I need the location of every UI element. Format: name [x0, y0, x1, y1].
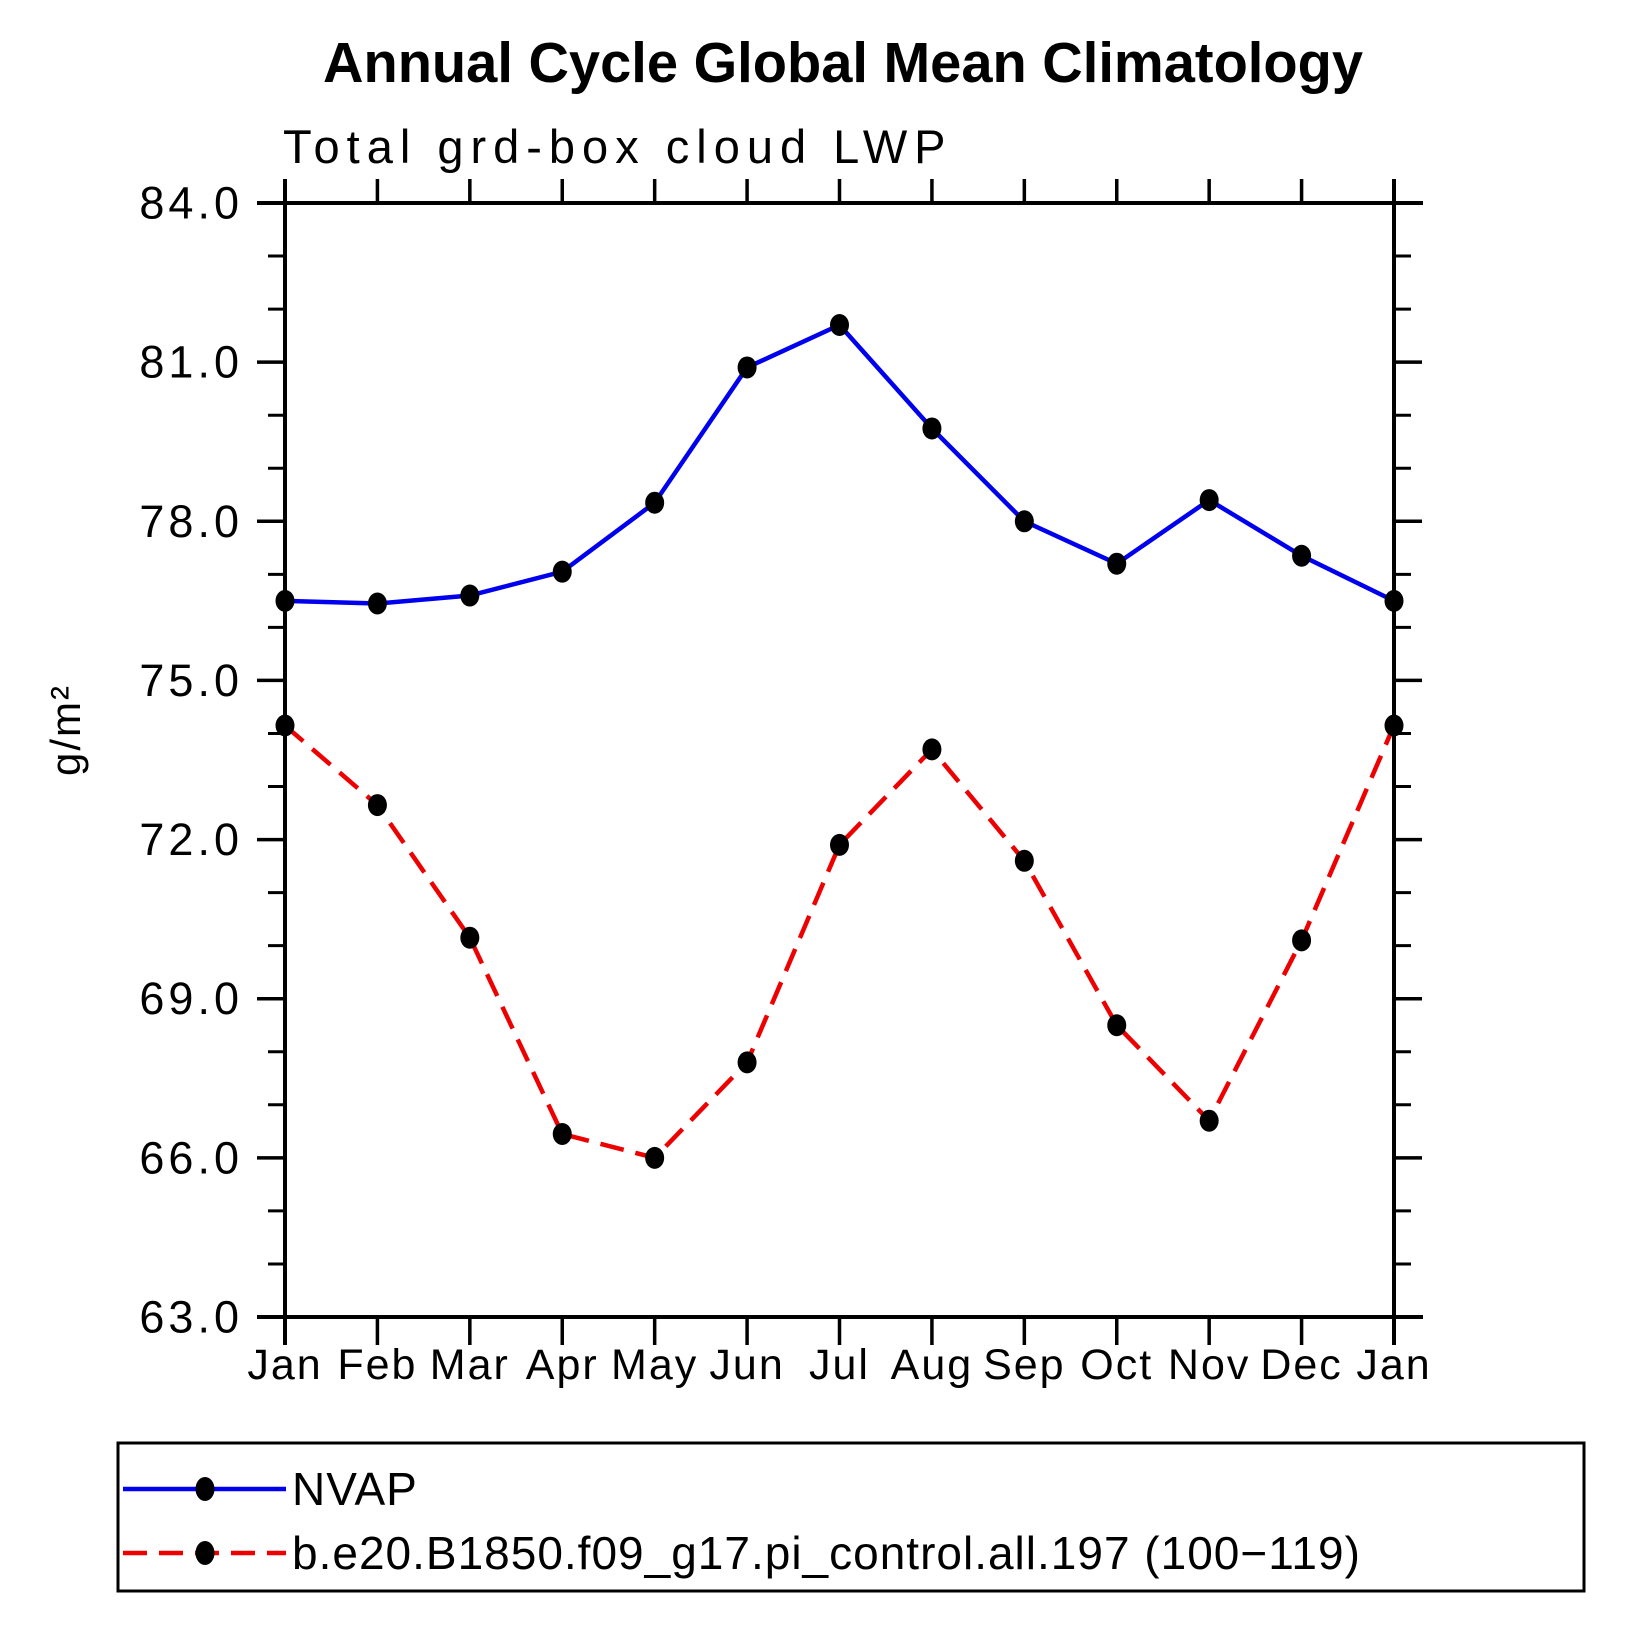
x-tick-label: Oct	[1080, 1341, 1153, 1389]
data-point-marker-nvap	[1014, 510, 1034, 533]
y-tick-label: 63.0	[139, 1292, 243, 1343]
x-tick-label: Feb	[337, 1341, 417, 1389]
legend-item-nvap: NVAP	[123, 1463, 418, 1515]
data-point-marker-nvap	[1384, 589, 1404, 612]
data-point-marker-nvap	[737, 356, 757, 379]
x-tick-label: Jan	[1356, 1341, 1431, 1389]
data-point-marker-model	[1384, 714, 1404, 737]
data-point-marker-model	[1199, 1109, 1219, 1132]
legend-box: NVAP b.e20.B1850.f09_g17.pi_control.all.…	[116, 1441, 1586, 1593]
data-point-marker-model	[460, 926, 480, 949]
y-tick-label: 78.0	[139, 496, 243, 547]
x-tick-label: Jul	[809, 1341, 870, 1389]
chart-subtitle: Total grd-box cloud LWP	[283, 120, 953, 173]
series-layer	[275, 314, 1404, 1169]
data-point-marker-model	[1292, 929, 1312, 952]
y-tick-label: 84.0	[139, 178, 243, 229]
data-point-marker-nvap	[275, 589, 295, 612]
data-point-marker-model	[645, 1146, 665, 1169]
x-tick-label: Mar	[430, 1341, 510, 1389]
data-point-marker-nvap	[460, 584, 480, 607]
legend-marker-nvap	[195, 1477, 215, 1501]
y-tick-label: 75.0	[139, 655, 243, 706]
data-point-marker-nvap	[1199, 489, 1219, 512]
y-tick-label: 81.0	[139, 337, 243, 388]
data-point-marker-model	[552, 1122, 572, 1145]
data-point-marker-model	[275, 714, 295, 737]
x-tick-label: Jun	[709, 1341, 784, 1389]
y-tick-label: 72.0	[139, 814, 243, 865]
x-tick-label: Jan	[247, 1341, 322, 1389]
legend-border	[116, 1441, 1586, 1593]
x-tick-label: May	[611, 1341, 698, 1389]
y-tick-label: 66.0	[139, 1132, 243, 1183]
data-point-marker-nvap	[645, 491, 665, 514]
x-tick-label: Apr	[526, 1341, 599, 1389]
data-point-marker-nvap	[367, 592, 387, 615]
data-point-marker-model	[830, 833, 849, 856]
x-tick-label: Dec	[1260, 1341, 1342, 1389]
series-line-nvap	[284, 322, 1395, 606]
chart-title: Annual Cycle Global Mean Climatology	[323, 31, 1363, 95]
legend-label-nvap: NVAP	[292, 1463, 418, 1515]
y-tick-label: 69.0	[139, 973, 243, 1024]
axes-layer: 63.0 66.0 69.0 72.0 75.0 78.0 81.0 84.0 Jan Feb Ma…	[139, 178, 1431, 1390]
y-axis-label: g/m²	[42, 684, 89, 776]
data-point-marker-model	[367, 794, 387, 817]
data-point-marker-model	[1107, 1014, 1127, 1037]
legend-label-model: b.e20.B1850.f09_g17.pi_control.all.197 (…	[292, 1527, 1361, 1579]
legend-marker-model	[195, 1541, 215, 1565]
data-point-marker-model	[737, 1051, 757, 1074]
x-tick-label: Nov	[1168, 1341, 1250, 1389]
data-point-marker-nvap	[830, 314, 849, 337]
series-line-model	[283, 723, 1397, 1161]
legend-item-model: b.e20.B1850.f09_g17.pi_control.all.197 (…	[123, 1527, 1361, 1579]
data-point-marker-nvap	[1107, 552, 1127, 575]
data-point-marker-nvap	[1292, 544, 1312, 567]
x-tick-label: Sep	[983, 1341, 1066, 1389]
data-point-marker-nvap	[552, 560, 572, 583]
data-point-marker-model	[922, 738, 942, 761]
x-tick-label: Aug	[891, 1341, 974, 1389]
data-point-marker-model	[1014, 849, 1034, 872]
data-point-marker-nvap	[922, 417, 942, 440]
